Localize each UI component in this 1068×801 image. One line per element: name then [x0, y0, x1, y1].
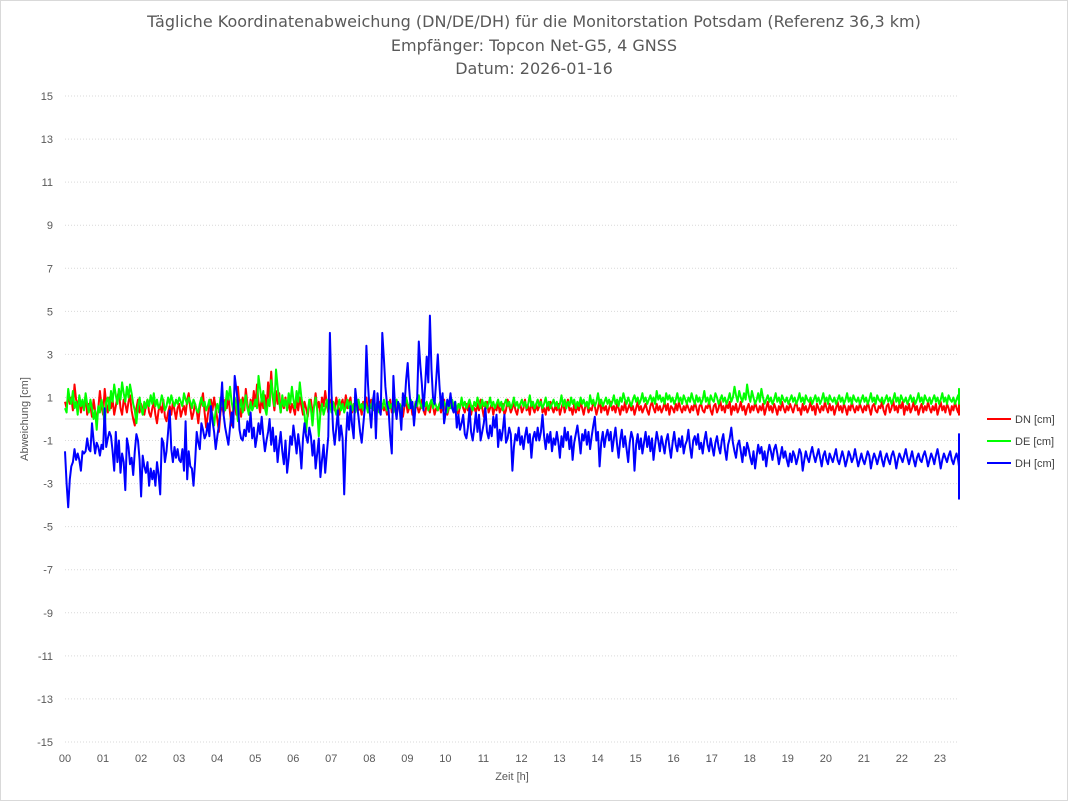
x-tick-label: 23: [934, 753, 946, 765]
x-tick-label: 15: [630, 753, 642, 765]
x-tick-label: 12: [515, 753, 527, 765]
x-tick-label: 22: [896, 753, 908, 765]
series-line-de: [64, 368, 960, 438]
y-tick-label: 5: [47, 306, 53, 318]
x-tick-label: 11: [478, 753, 489, 765]
y-tick-label: -1: [43, 436, 53, 448]
y-tick-label: -13: [37, 694, 53, 706]
series-lines: [64, 314, 960, 509]
x-tick-label: 16: [668, 753, 680, 765]
legend: DN [cm] DE [cm] DH [cm]: [987, 414, 1055, 470]
x-tick-label: 17: [706, 753, 718, 765]
y-tick-label: -7: [43, 565, 53, 577]
x-tick-label: 13: [553, 753, 565, 765]
y-tick-label: 11: [42, 177, 53, 189]
x-tick-label: 06: [287, 753, 299, 765]
x-tick-label: 05: [249, 753, 261, 765]
y-tick-label: 7: [47, 263, 53, 275]
y-tick-label: -15: [37, 737, 53, 749]
y-tick-label: -5: [43, 522, 53, 534]
legend-label: DE [cm]: [1015, 436, 1054, 448]
legend-label: DN [cm]: [1015, 414, 1055, 426]
x-tick-label: 20: [820, 753, 832, 765]
y-tick-label: 13: [41, 134, 53, 146]
y-tick-label: -11: [38, 651, 53, 663]
x-tick-label: 03: [173, 753, 185, 765]
chart-date: Datum: 2026-01-16: [455, 59, 613, 78]
x-tick-label: 08: [363, 753, 375, 765]
x-tick-label: 02: [135, 753, 147, 765]
chart-title: Tägliche Koordinatenabweichung (DN/DE/DH…: [147, 12, 921, 31]
y-tick-label: 15: [41, 91, 53, 103]
y-tick-label: 3: [47, 349, 53, 361]
chart-subtitle: Empfänger: Topcon Net-G5, 4 GNSS: [390, 36, 678, 55]
x-tick-label: 14: [591, 753, 603, 765]
x-tick-label: 19: [782, 753, 794, 765]
y-axis-ticks: 15 13 11 9 7 5 3 1 -1 -3 -5 -7 -9 -11 -13 -15: [37, 91, 53, 749]
x-tick-label: 01: [97, 753, 109, 765]
y-tick-label: -3: [43, 479, 53, 491]
y-axis-title: Abweichung [cm]: [19, 377, 31, 461]
x-axis-ticks: 00 01 02 03 04 05 06 07 08 09 10 11 12 13 14 15 16 17 18 19…: [59, 753, 946, 765]
y-tick-label: -9: [43, 608, 53, 620]
x-axis-title: Zeit [h]: [495, 771, 529, 783]
x-tick-label: 18: [744, 753, 756, 765]
x-tick-label: 00: [59, 753, 71, 765]
x-tick-label: 07: [325, 753, 337, 765]
x-tick-label: 21: [858, 753, 870, 765]
series-line-dh: [64, 314, 960, 509]
y-tick-label: 9: [47, 220, 53, 232]
x-tick-label: 10: [439, 753, 451, 765]
y-tick-label: 1: [47, 392, 53, 404]
x-tick-label: 04: [211, 753, 223, 765]
legend-label: DH [cm]: [1015, 458, 1055, 470]
x-tick-label: 09: [401, 753, 413, 765]
